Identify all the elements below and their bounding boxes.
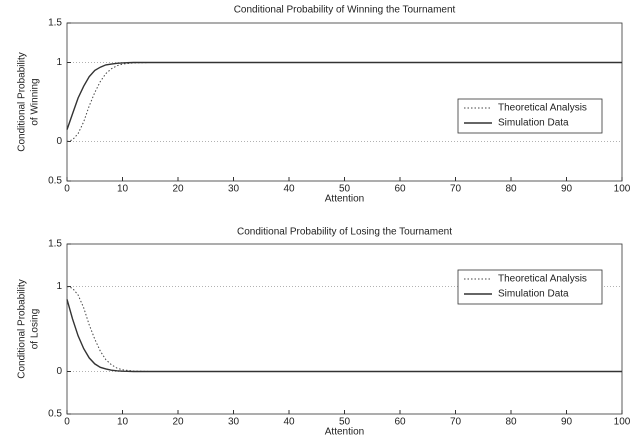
x-tick-label: 50 (339, 417, 351, 428)
x-tick-label: 90 (561, 184, 573, 195)
x-tick-label: 30 (228, 184, 240, 195)
y-tick-label: 0 (56, 366, 62, 377)
x-tick-label: 70 (450, 417, 462, 428)
y-tick-label: 1.5 (48, 18, 62, 29)
x-tick-label: 60 (394, 184, 406, 195)
x-tick-label: 60 (394, 417, 406, 428)
legend-label: Simulation Data (498, 289, 569, 300)
plot-frame (66, 22, 623, 182)
y-axis-label: Conditional Probability (17, 52, 28, 152)
x-tick-label: 30 (228, 417, 240, 428)
x-tick-label: 40 (283, 184, 295, 195)
y-axis-label: of Winning (30, 78, 41, 125)
y-tick-label: 0.5 (48, 176, 62, 187)
x-tick-label: 40 (283, 417, 295, 428)
legend-box (457, 269, 603, 305)
x-tick-label: 70 (450, 184, 462, 195)
legend-label: Theoretical Analysis (498, 274, 587, 285)
y-axis-label: of Losing (30, 309, 41, 350)
y-tick-label: 0.5 (48, 409, 62, 420)
x-tick-label: 0 (64, 184, 70, 195)
x-tick-label: 100 (614, 184, 631, 195)
x-axis-label: Attention (325, 427, 364, 438)
x-tick-label: 20 (172, 417, 184, 428)
x-tick-label: 50 (339, 184, 351, 195)
legend-label: Simulation Data (498, 118, 569, 129)
x-tick-label: 10 (117, 417, 129, 428)
x-tick-label: 10 (117, 184, 129, 195)
plot-frame (66, 243, 623, 415)
legend-box (457, 98, 603, 134)
x-axis-label: Attention (325, 194, 364, 205)
y-axis-label: Conditional Probability (17, 279, 28, 379)
y-tick-label: 1 (56, 281, 62, 292)
x-tick-label: 80 (505, 417, 517, 428)
x-tick-label: 90 (561, 417, 573, 428)
x-tick-label: 20 (172, 184, 184, 195)
y-tick-label: 0 (56, 136, 62, 147)
y-tick-label: 1 (56, 57, 62, 68)
x-tick-label: 80 (505, 184, 517, 195)
series-line (66, 61, 622, 130)
series-line (66, 299, 622, 373)
y-tick-label: 1.5 (48, 239, 62, 250)
x-tick-label: 100 (614, 417, 631, 428)
x-tick-label: 0 (64, 417, 70, 428)
chart-title: Conditional Probability of Losing the To… (237, 227, 452, 238)
chart-title: Conditional Probability of Winning the T… (234, 5, 456, 16)
legend-label: Theoretical Analysis (498, 103, 587, 114)
series-line (66, 62, 622, 142)
